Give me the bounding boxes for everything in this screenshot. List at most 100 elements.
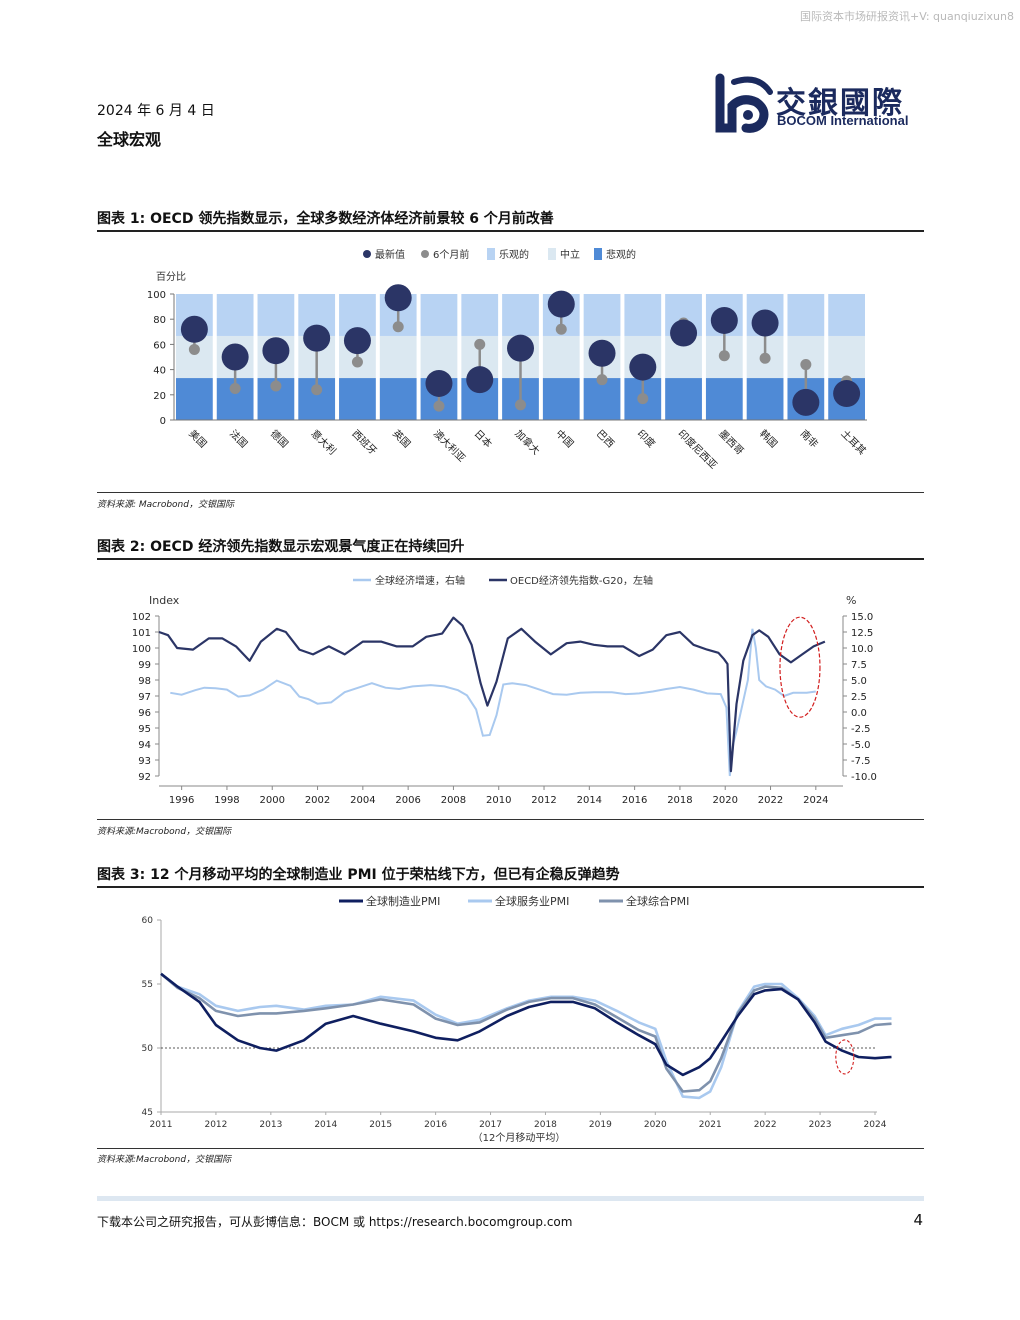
x-tick-label-2023: 2023 [809, 1120, 832, 1130]
dot-latest-9 [547, 290, 575, 318]
series-pmi-line-1 [160, 972, 892, 1100]
x-tick-label-2000: 2000 [260, 795, 285, 806]
dot-6m-ago-7 [474, 338, 486, 350]
x-tick-label-2024: 2024 [864, 1120, 887, 1130]
dot-latest-7 [466, 366, 494, 394]
y-right-tick-label--7.5: -7.5 [851, 756, 871, 767]
x-tick-label-2002: 2002 [305, 795, 330, 806]
x-tick-label-15: 南非 [798, 427, 821, 450]
legend-label-1: 6个月前 [433, 248, 469, 261]
figure-1-title: 图表 1: OECD 领先指数显示，全球多数经济体经济前景较 6 个月前改善 [97, 211, 554, 227]
y-right-tick-label--5.0: -5.0 [851, 740, 871, 751]
zone-optimistic-16 [828, 294, 865, 336]
x-tick-label-2021: 2021 [699, 1120, 722, 1130]
figure-2-chart: 全球经济增速，右轴 OECD经济领先指数-G20，左轴 Index % 92 93 94 95… [132, 574, 877, 806]
x-tick-label-2012: 2012 [204, 1120, 227, 1130]
dot-6m-ago-9 [555, 323, 567, 335]
y-tick-label-45: 45 [142, 1108, 153, 1118]
y-left-tick-label-99: 99 [138, 660, 151, 671]
x-tick-label-6: 澳大利亚 [431, 427, 468, 464]
y-tick-label-60: 60 [142, 916, 154, 926]
figure-1-bottom-rule [97, 492, 924, 493]
zone-neutral-9 [542, 335, 580, 379]
zone-optimistic-10 [583, 294, 621, 336]
y-left-tick-label-98: 98 [138, 676, 151, 687]
y-left-tick-label-95: 95 [138, 724, 151, 735]
dot-latest-16 [833, 380, 861, 408]
dot-latest-15 [792, 388, 820, 416]
x-tick-label-2013: 2013 [259, 1120, 282, 1130]
dot-latest-13 [710, 306, 738, 334]
zone-pessimistic-12 [665, 378, 702, 420]
x-tick-label-7: 日本 [472, 427, 495, 450]
logo-chinese-text: 交銀國際 [776, 86, 904, 121]
legend-marker-0 [363, 250, 371, 258]
figure-3-top-rule [97, 886, 924, 888]
x-tick-label-2016: 2016 [622, 795, 647, 806]
figure-2-source: 资料来源:Macrobond，交银国际 [97, 827, 232, 837]
y-tick-label-20: 20 [153, 391, 166, 402]
legend-label-2: 全球综合PMI [626, 894, 689, 908]
y-right-tick-label-7.5: 7.5 [851, 660, 867, 671]
x-tick-label-5: 英国 [390, 427, 413, 450]
dot-latest-4 [343, 327, 371, 355]
dot-latest-1 [221, 343, 249, 371]
series-oecd-cli-line [158, 616, 826, 773]
dot-latest-14 [751, 309, 779, 337]
figure-1-top-rule [97, 230, 924, 232]
y-left-tick-label-94: 94 [138, 740, 151, 751]
x-tick-label-1998: 1998 [214, 795, 239, 806]
zone-optimistic-7 [461, 294, 499, 336]
zone-pessimistic-5 [379, 378, 417, 420]
zone-pessimistic-9 [542, 378, 580, 420]
zone-optimistic-15 [787, 294, 825, 336]
dot-latest-3 [303, 324, 331, 352]
x-tick-label-8: 加拿大 [512, 427, 542, 457]
figure-3-title: 图表 3: 12 个月移动平均的全球制造业 PMI 位于荣枯线下方，但已有企稳反… [97, 867, 620, 883]
x-tick-label-12: 印度尼西亚 [675, 427, 720, 472]
legend-label-2: 乐观的 [499, 248, 529, 261]
series-global-growth-line [170, 628, 816, 777]
highlight-ellipse [779, 616, 821, 718]
x-axis-label: （12个月移动平均） [473, 1131, 566, 1144]
y-left-tick-label-96: 96 [138, 708, 151, 719]
y-left-tick-label-100: 100 [132, 644, 151, 655]
x-tick-label-2016: 2016 [424, 1120, 447, 1130]
x-tick-label-2015: 2015 [369, 1120, 392, 1130]
legend-label-0: 最新值 [375, 248, 405, 261]
y-left-tick-label-97: 97 [138, 692, 151, 703]
dot-6m-ago-15 [800, 359, 812, 371]
y-tick-label-50: 50 [142, 1044, 154, 1054]
logo-english-text: BOCOM International [777, 113, 909, 128]
y-right-tick-label-2.5: 2.5 [851, 692, 867, 703]
dot-6m-ago-13 [718, 350, 730, 362]
y-tick-label-60: 60 [153, 340, 166, 351]
y-left-tick-label-92: 92 [138, 772, 151, 783]
x-tick-label-2018: 2018 [667, 795, 692, 806]
zone-neutral-5 [379, 335, 417, 379]
dot-latest-5 [384, 284, 412, 312]
zone-pessimistic-14 [746, 378, 784, 420]
legend-label-3: 中立 [560, 248, 580, 261]
legend-marker-4 [594, 248, 602, 260]
x-tick-label-0: 美国 [186, 427, 209, 450]
page-number: 4 [913, 1211, 923, 1229]
y-tick-label-80: 80 [153, 315, 166, 326]
y-right-tick-label-12.5: 12.5 [851, 628, 873, 639]
y-right-tick-label-10.0: 10.0 [851, 644, 873, 655]
legend-label-growth: 全球经济增速，右轴 [375, 574, 465, 587]
x-tick-label-9: 中国 [553, 427, 576, 450]
x-tick-label-2024: 2024 [803, 795, 828, 806]
watermark: 国际资本市场研报资讯+V: quanqiuzixun8 [799, 10, 1014, 23]
dot-6m-ago-10 [596, 374, 608, 386]
dot-latest-12 [670, 319, 698, 347]
dot-latest-0 [180, 315, 208, 343]
x-tick-label-2017: 2017 [479, 1120, 502, 1130]
x-tick-label-2: 德国 [268, 427, 291, 450]
dot-6m-ago-14 [759, 352, 771, 364]
bocom-logo-icon [715, 73, 773, 133]
legend-marker-1 [421, 250, 429, 258]
dot-6m-ago-6 [433, 400, 445, 412]
dot-latest-8 [507, 334, 534, 362]
x-tick-label-2012: 2012 [531, 795, 556, 806]
